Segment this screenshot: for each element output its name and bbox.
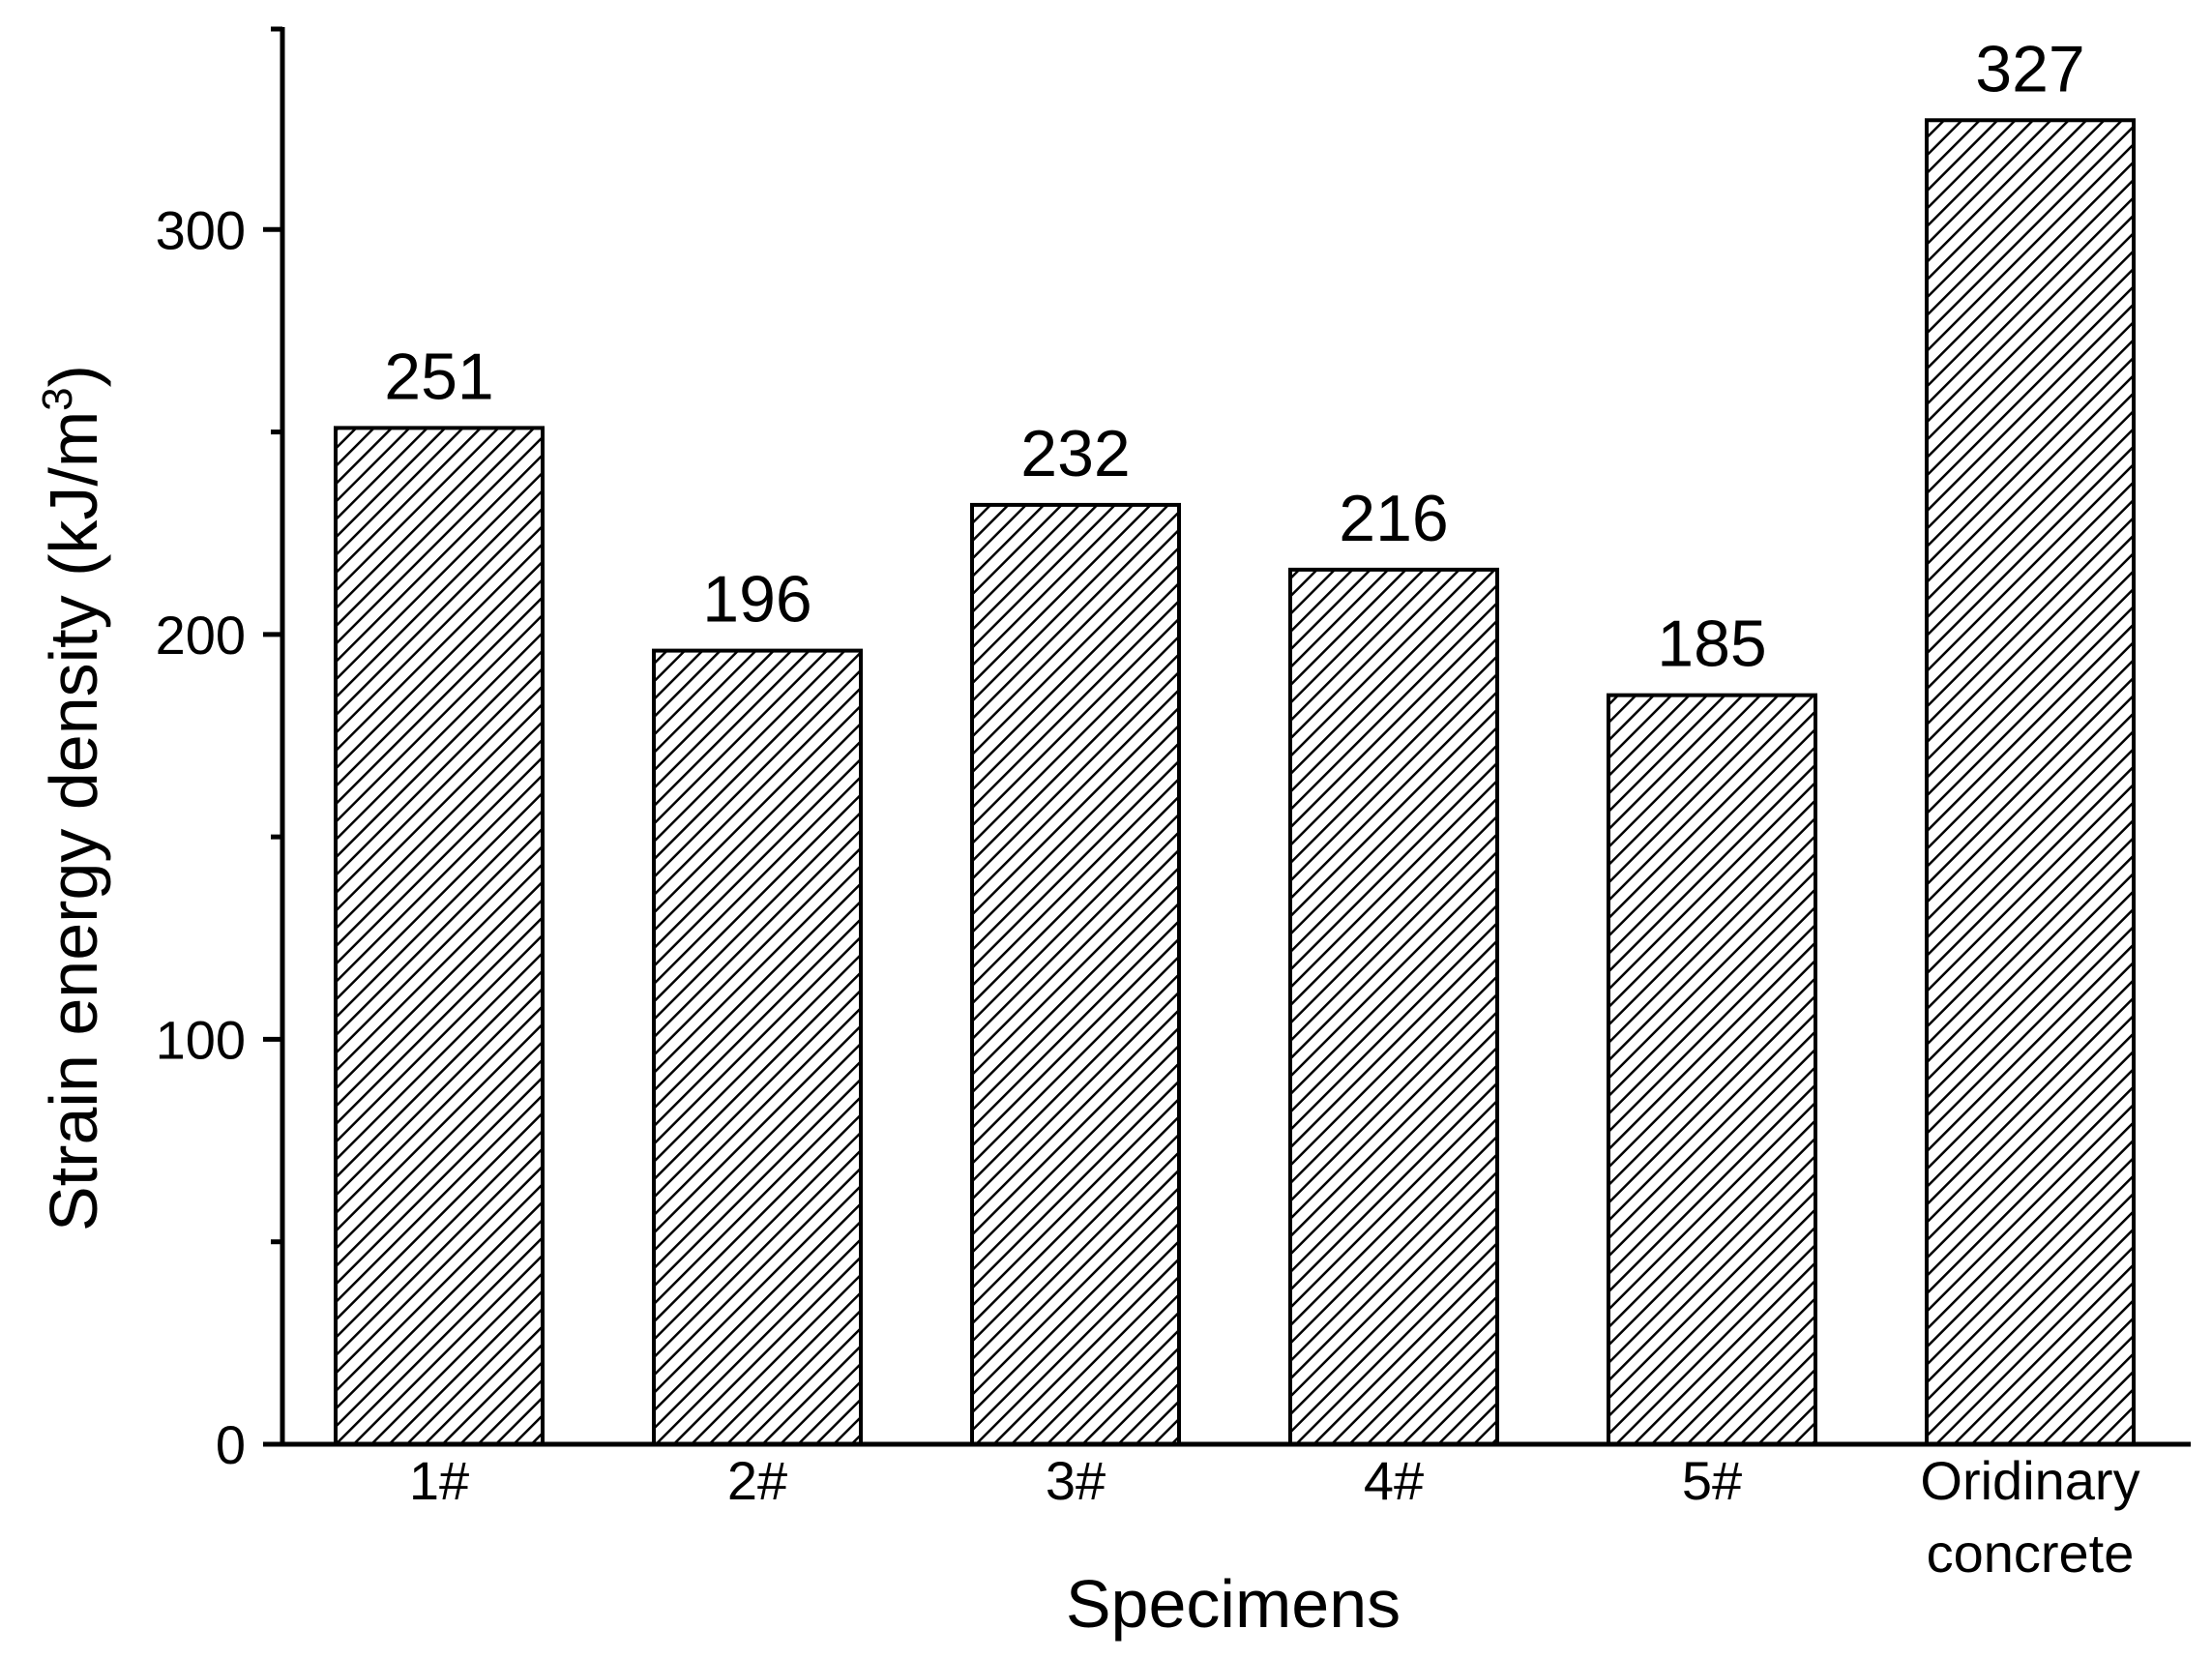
bars-layer (334, 118, 2136, 1446)
data-label-6: 327 (1975, 32, 2084, 105)
bar-1 (334, 426, 545, 1446)
x-tick-label-2: 2# (727, 1450, 787, 1511)
data-label-2: 196 (702, 563, 811, 637)
y-tick-label-200: 200 (156, 605, 246, 666)
y-tick-label-300: 300 (156, 199, 246, 260)
labels-layer: 251 1# 196 2# 232 3# 216 4# 185 5# 327 Oridinary con… (34, 32, 2140, 1642)
bar-6 (1925, 118, 2136, 1446)
data-label-1: 251 (384, 340, 493, 413)
data-label-3: 232 (1020, 417, 1130, 490)
x-tick-label-4: 4# (1364, 1450, 1424, 1511)
x-tick-label-1: 1# (409, 1450, 469, 1511)
data-label-5: 185 (1657, 607, 1766, 681)
axes-layer (263, 26, 2191, 1447)
x-tick-label-5: 5# (1682, 1450, 1742, 1511)
x-tick-label-6: Oridinary concrete (1920, 1450, 2139, 1584)
x-axis-title: Specimens (1066, 1566, 1401, 1642)
bar-3 (970, 502, 1181, 1446)
y-tick-label-100: 100 (156, 1009, 246, 1070)
bar-4 (1288, 567, 1499, 1446)
data-label-4: 216 (1339, 482, 1448, 555)
y-tick-label-0: 0 (216, 1414, 246, 1475)
y-axis-title: Strain energy density (kJ/m3) (34, 365, 111, 1231)
bar-5 (1607, 693, 1817, 1446)
x-tick-label-3: 3# (1046, 1450, 1106, 1511)
bar-2 (652, 648, 863, 1446)
